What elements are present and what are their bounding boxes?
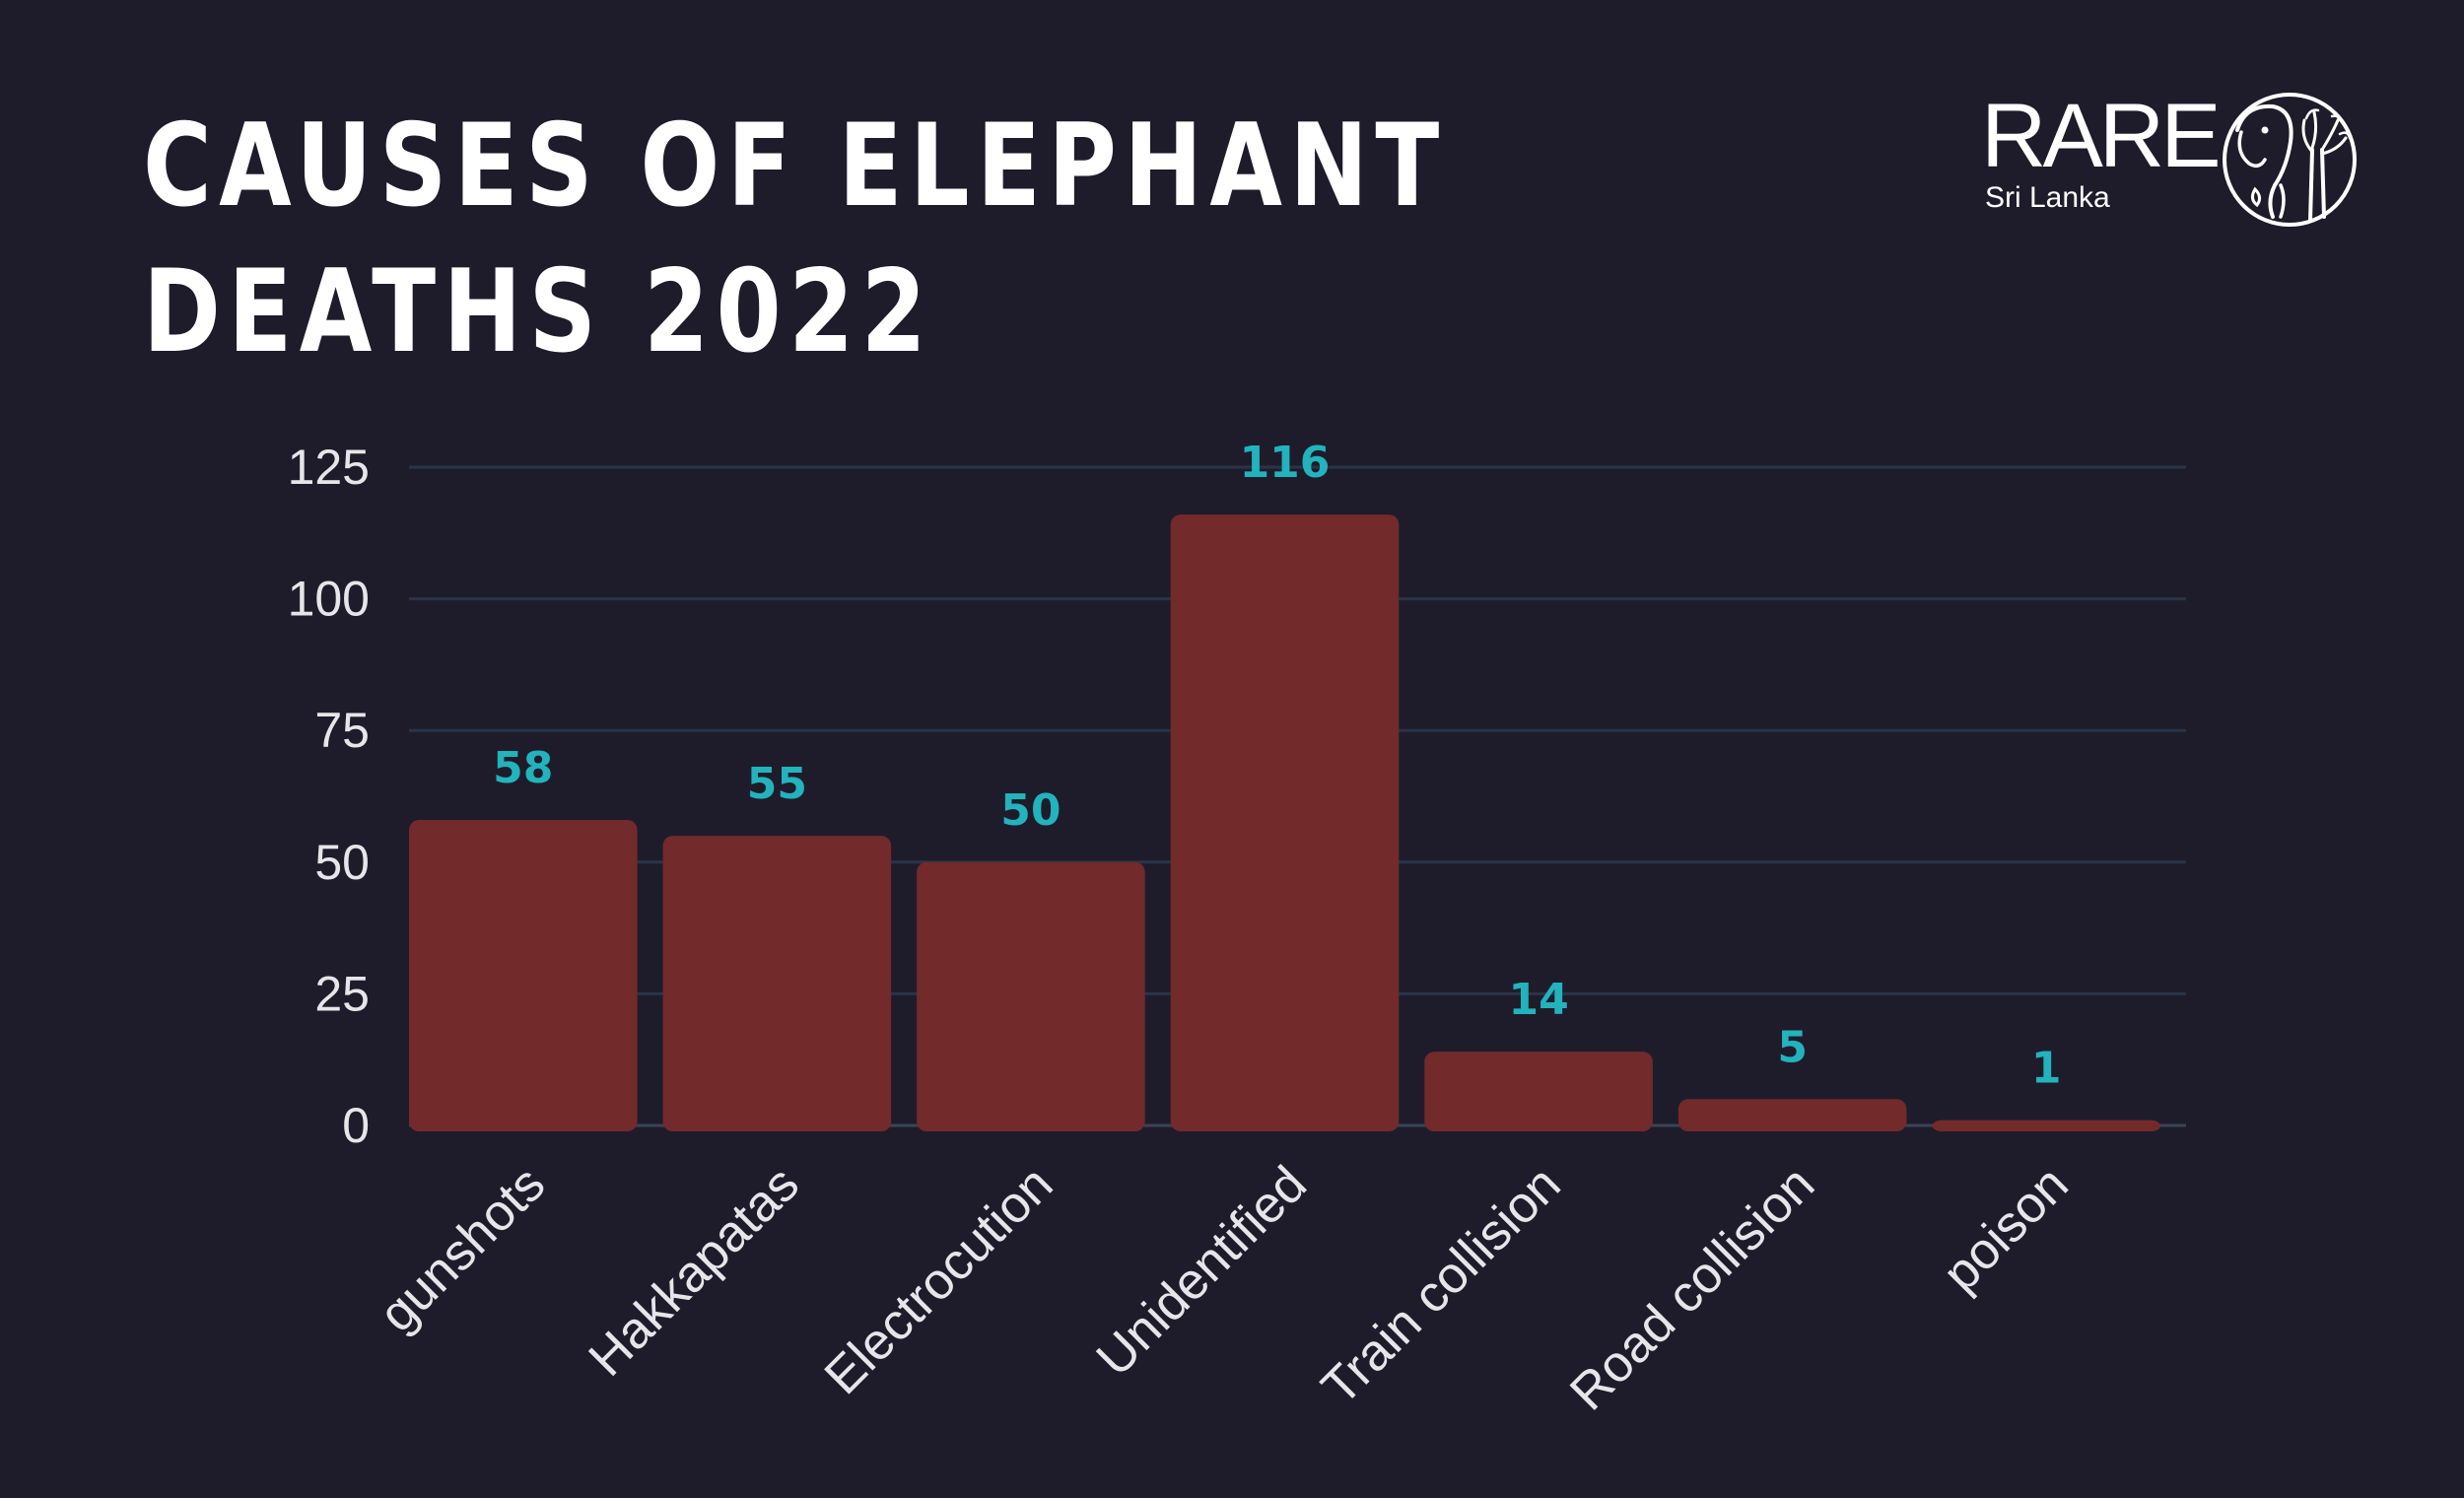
value-label: 50 xyxy=(1000,785,1061,836)
page-title: CAUSES OF ELEPHANT DEATHS 2022 xyxy=(143,94,1447,385)
bar xyxy=(1170,514,1400,1131)
category-label: Road collision xyxy=(1559,1155,1825,1421)
category-label: gunshots xyxy=(369,1155,556,1342)
y-tick-label: 125 xyxy=(288,440,370,495)
elephant-tree-emblem-icon xyxy=(2223,93,2357,227)
y-axis-ticks: 0 25 50 75 100 125 xyxy=(288,440,370,1153)
value-label: 5 xyxy=(1777,1022,1808,1072)
value-label: 116 xyxy=(1240,438,1331,488)
value-label: 14 xyxy=(1508,975,1568,1025)
value-label: 58 xyxy=(493,743,553,793)
x-axis-categories: gunshots Hakkapatas Electrocution Unidentif… xyxy=(369,1155,2080,1421)
y-tick-label: 25 xyxy=(314,966,370,1021)
logo-wordmark: RARE xyxy=(1981,86,2222,186)
bar xyxy=(1932,1120,2160,1131)
category-label: Unidentified xyxy=(1086,1155,1318,1387)
bar xyxy=(917,861,1145,1131)
value-label: 55 xyxy=(747,759,807,809)
y-tick-label: 50 xyxy=(314,835,370,890)
y-tick-label: 0 xyxy=(342,1098,370,1153)
y-tick-label: 75 xyxy=(314,703,370,758)
y-tick-label: 100 xyxy=(288,572,370,627)
logo-subtitle: Sri Lanka xyxy=(1985,181,2110,214)
category-label: Train collision xyxy=(1311,1155,1571,1415)
bar xyxy=(1677,1099,1907,1131)
rare-sri-lanka-logo: RARE Sri Lanka xyxy=(1981,87,2375,235)
value-labels: 58 55 50 116 14 5 1 xyxy=(493,438,2061,1094)
bar xyxy=(409,820,638,1131)
bars xyxy=(409,514,2160,1131)
category-label: poison xyxy=(1932,1155,2079,1302)
value-label: 1 xyxy=(2031,1044,2062,1094)
title-line-1: CAUSES OF ELEPHANT xyxy=(143,100,1447,233)
bar xyxy=(662,836,892,1131)
category-label: Hakkapatas xyxy=(579,1155,810,1387)
bar xyxy=(1424,1052,1653,1131)
category-label: Electrocution xyxy=(814,1155,1064,1405)
title-line-2: DEATHS 2022 xyxy=(143,245,934,378)
